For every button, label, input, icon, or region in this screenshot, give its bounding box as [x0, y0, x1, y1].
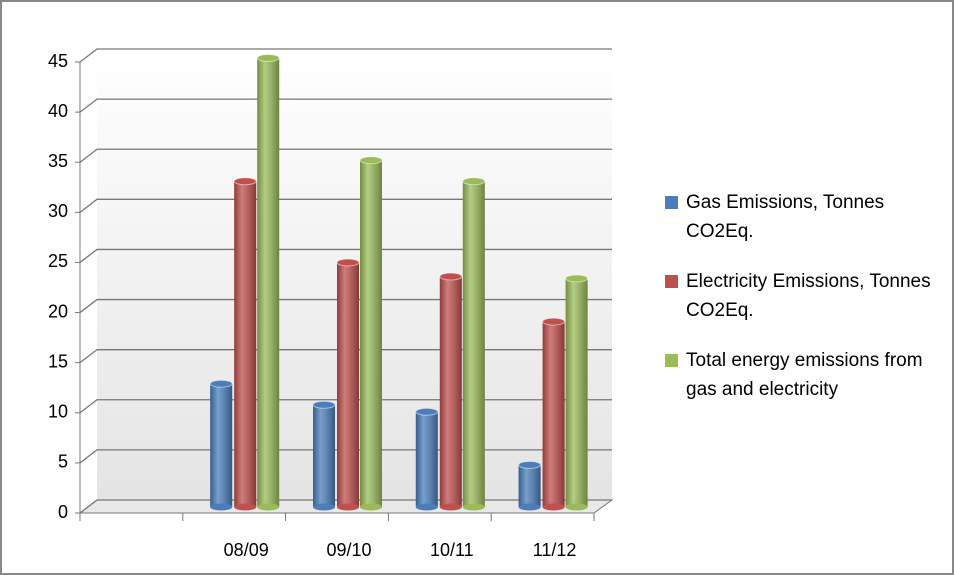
- y-tick-label: 45: [48, 51, 68, 71]
- x-tick-label: 11/12: [533, 540, 577, 560]
- bar-top: [233, 177, 257, 186]
- bar-shade: [415, 411, 438, 507]
- grid-line: [79, 98, 612, 113]
- bar-base: [542, 503, 565, 511]
- bar-top: [336, 258, 360, 267]
- legend-label: Total energy emissions from gas and elec…: [686, 350, 923, 400]
- x-tick-label: 10/11: [430, 540, 474, 560]
- legend-label: Gas Emissions, Tonnes CO2Eq.: [686, 192, 885, 242]
- y-tick-label: 20: [48, 301, 68, 321]
- bar-shade: [313, 404, 335, 507]
- legend-swatch: [665, 354, 678, 367]
- bar-top: [565, 274, 589, 283]
- bar-base: [415, 503, 438, 511]
- bar-shade: [542, 321, 565, 507]
- bar-shade: [337, 262, 359, 507]
- legend-item: Total energy emissions from gas and elec…: [662, 346, 942, 404]
- bar-top: [542, 317, 566, 326]
- bar-top: [359, 156, 383, 165]
- bar-top: [518, 460, 542, 469]
- bar-base: [234, 503, 257, 511]
- bar-shade: [565, 278, 588, 507]
- y-tick-label: 15: [48, 351, 68, 371]
- bar-top: [462, 177, 486, 186]
- y-tick-label: 35: [48, 151, 68, 171]
- legend-swatch: [665, 196, 678, 209]
- bar-top: [415, 407, 439, 416]
- bar-shade: [360, 160, 382, 507]
- bar-base: [518, 503, 541, 511]
- bar-base: [565, 503, 588, 511]
- legend-item: Electricity Emissions, Tonnes CO2Eq.: [662, 267, 942, 325]
- legend-label: Electricity Emissions, Tonnes CO2Eq.: [686, 271, 931, 321]
- bar-top: [256, 54, 280, 63]
- bar-base: [337, 503, 359, 511]
- y-tick-label: 25: [48, 251, 68, 271]
- y-tick-label: 5: [58, 452, 68, 472]
- bar-shade: [518, 464, 541, 507]
- y-tick-label: 30: [48, 201, 68, 221]
- legend-swatch: [665, 275, 678, 288]
- grid-line: [79, 48, 612, 63]
- bar-shade: [257, 58, 280, 507]
- y-tick-label: 10: [48, 402, 68, 422]
- bar-base: [439, 503, 462, 511]
- bar-top: [439, 272, 463, 281]
- legend: Gas Emissions, Tonnes CO2Eq. Electricity …: [662, 188, 942, 425]
- bar-shade: [234, 181, 257, 507]
- bar-top: [209, 379, 233, 388]
- legend-item: Gas Emissions, Tonnes CO2Eq.: [662, 188, 942, 246]
- bar-base: [257, 503, 280, 511]
- grid-line: [79, 198, 612, 213]
- grid-line: [79, 148, 612, 163]
- bar-base: [313, 503, 335, 511]
- grid-line: [79, 248, 612, 263]
- bar-shade: [439, 276, 462, 507]
- y-tick-label: 40: [48, 101, 68, 121]
- bar-shade: [210, 383, 233, 507]
- bar-base: [462, 503, 485, 511]
- x-tick-label: 09/10: [326, 540, 371, 560]
- bar-shade: [462, 181, 485, 507]
- bar-top: [312, 400, 336, 409]
- x-tick-label: 08/09: [224, 540, 269, 560]
- y-tick-label: 0: [58, 502, 68, 522]
- bar-base: [210, 503, 233, 511]
- bar-base: [360, 503, 382, 511]
